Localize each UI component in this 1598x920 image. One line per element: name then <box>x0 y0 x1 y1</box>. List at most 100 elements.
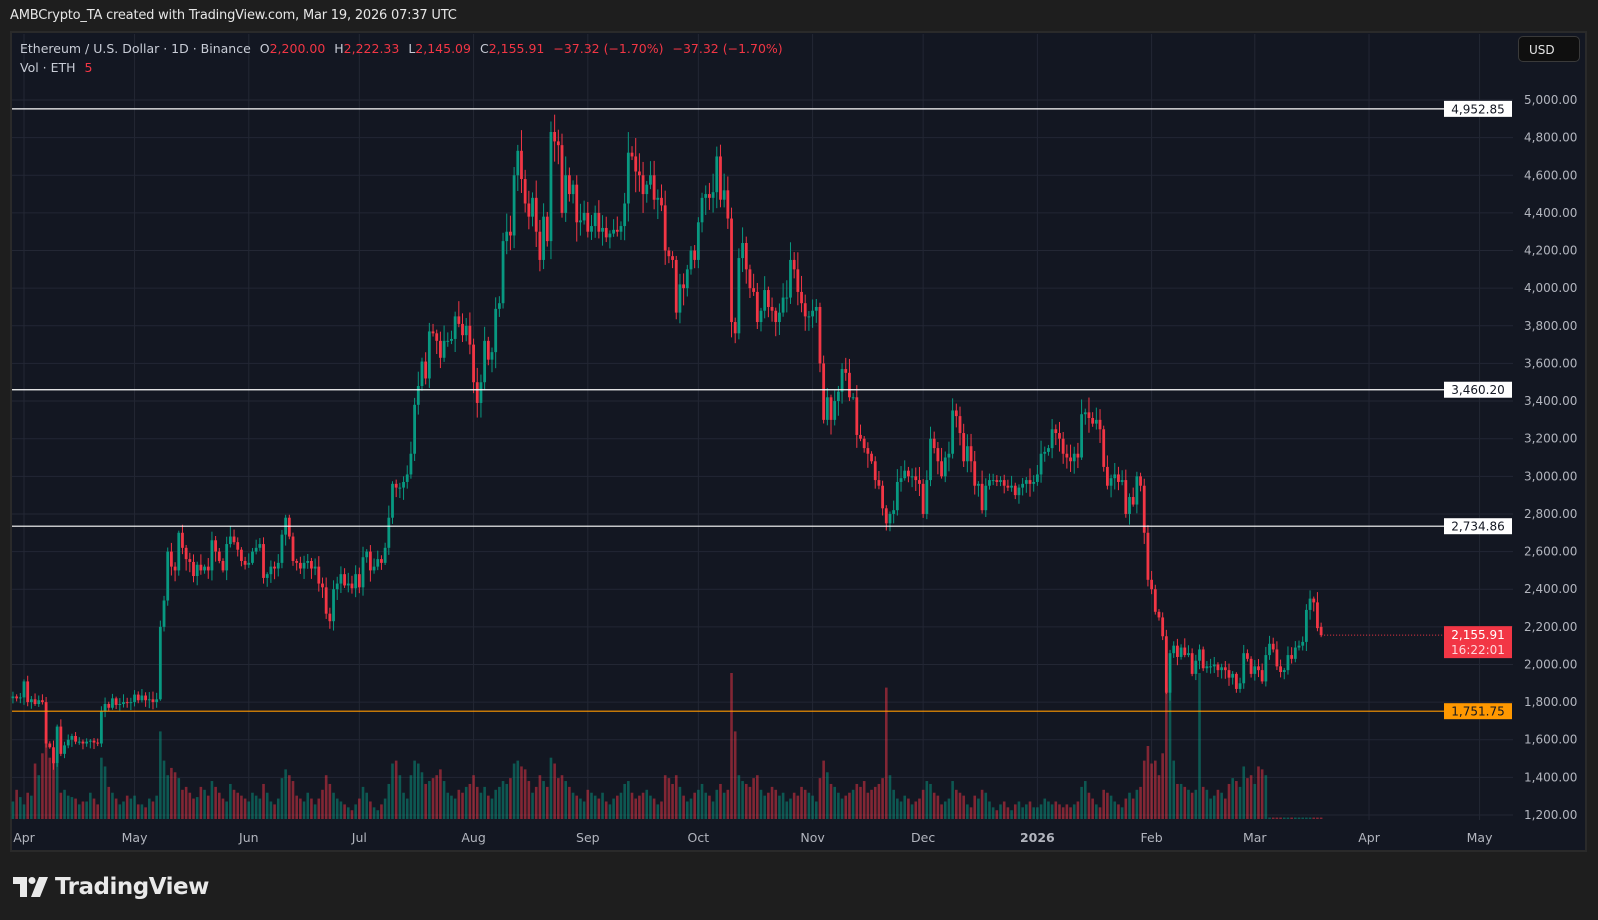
candle-body <box>173 566 177 571</box>
volume-bar <box>1098 807 1102 819</box>
candle-body <box>133 694 136 703</box>
candle-body <box>158 626 162 700</box>
symbol-title[interactable]: Ethereum / U.S. Dollar · 1D · Binance <box>20 41 251 56</box>
candle-body <box>1264 655 1268 682</box>
volume-bar <box>1297 817 1301 819</box>
candle-body <box>483 340 487 383</box>
volume-bar <box>280 778 284 819</box>
candle-body <box>789 259 792 298</box>
volume-bar <box>752 778 755 819</box>
time-tick-label: Apr <box>13 830 35 845</box>
candle-body <box>1094 419 1098 424</box>
volume-bar <box>774 789 778 819</box>
volume-bar <box>726 789 730 819</box>
candle-body <box>634 156 638 172</box>
volume-bar <box>1301 817 1304 819</box>
candle-body <box>70 735 74 740</box>
volume-bar <box>667 778 671 819</box>
volume-bar <box>372 807 376 819</box>
volume-bar <box>538 775 542 819</box>
candle-body <box>689 250 693 270</box>
volume-bar <box>767 792 770 819</box>
candle-body <box>368 551 372 571</box>
volume-bar <box>1268 817 1271 819</box>
volume-bar <box>479 792 483 819</box>
volume-bar <box>671 783 674 819</box>
brand-name: TradingView <box>55 874 209 900</box>
volume-bar <box>881 778 884 819</box>
volume-bar <box>1124 798 1128 819</box>
volume-bar <box>332 792 335 819</box>
candle-body <box>77 741 81 743</box>
candle-body <box>726 190 730 219</box>
candle-body <box>534 197 538 232</box>
candle-body <box>287 517 291 537</box>
volume-bar <box>468 783 472 819</box>
candle-body <box>1124 480 1128 514</box>
candle-body <box>420 361 424 387</box>
candle-body <box>177 532 181 571</box>
volume-bar <box>826 772 829 819</box>
candle-body <box>1139 476 1142 486</box>
volume-bar <box>1319 817 1323 819</box>
candle-body <box>1176 645 1179 657</box>
last-price-label-bg <box>1444 626 1512 659</box>
candle-body <box>391 483 394 518</box>
price-tick-label: 4,800.00 <box>1524 131 1577 145</box>
candle-body <box>1260 670 1264 682</box>
candle-body <box>486 340 490 360</box>
volume-bar <box>663 775 667 819</box>
currency-button[interactable]: USD <box>1518 36 1580 62</box>
volume-bar <box>1201 786 1205 819</box>
volume-bar <box>649 795 652 819</box>
candle-body <box>427 331 431 379</box>
candle-body <box>840 369 844 392</box>
volume-bar <box>346 807 350 819</box>
candle-body <box>11 696 15 699</box>
candle-body <box>151 699 155 703</box>
candle-body <box>615 229 619 232</box>
time-tick-label: Jul <box>351 830 367 845</box>
candle-body <box>951 410 955 454</box>
candle-body <box>1242 653 1246 684</box>
open-label: O <box>259 41 270 56</box>
price-tick-label: 2,200.00 <box>1524 620 1577 634</box>
volume-bar <box>855 783 859 819</box>
volume-bar <box>549 757 553 819</box>
volume-bar <box>155 795 158 819</box>
last-price-label: 2,155.91 <box>1451 628 1504 642</box>
candle-body <box>166 551 170 601</box>
volume-bar <box>756 775 759 819</box>
candle-body <box>1297 645 1301 648</box>
candle-body <box>542 216 545 260</box>
volume-bar <box>1312 817 1316 819</box>
candle-body <box>1120 480 1124 482</box>
candle-body <box>74 735 77 742</box>
chart-panel[interactable] <box>10 31 1587 852</box>
candle-body <box>822 363 826 420</box>
candle-body <box>778 312 781 323</box>
volume-label[interactable]: Vol · ETH <box>20 60 76 75</box>
volume-bar <box>387 783 391 819</box>
time-tick-label: Oct <box>688 830 710 845</box>
volume-bar <box>1021 807 1024 819</box>
candle-body <box>785 297 789 299</box>
level-label-bg <box>1444 703 1512 720</box>
candle-body <box>376 559 380 567</box>
volume-bar <box>1028 801 1032 819</box>
volume-bar <box>582 801 586 819</box>
tradingview-logo[interactable]: TradingView <box>13 874 209 900</box>
volume-bar <box>704 792 708 819</box>
candles <box>11 114 1323 770</box>
candle-body <box>1168 653 1172 693</box>
candle-body <box>103 703 107 712</box>
volume-bar <box>509 778 512 819</box>
candle-body <box>1043 451 1047 454</box>
candle-body <box>1035 474 1039 482</box>
volume-bar <box>1047 801 1050 819</box>
price-tick-label: 1,800.00 <box>1524 695 1577 709</box>
candle-body <box>947 453 951 458</box>
candle-body <box>1301 641 1305 646</box>
candle-body <box>59 726 63 754</box>
